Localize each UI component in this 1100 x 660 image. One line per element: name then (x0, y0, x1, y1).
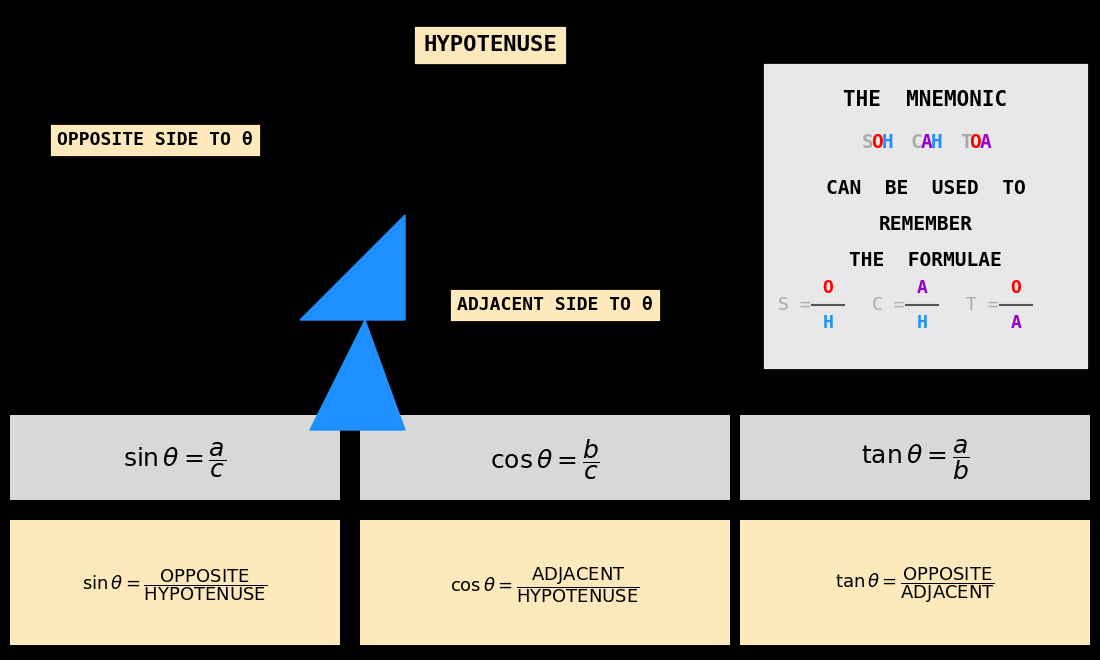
Text: T =: T = (966, 296, 999, 314)
Text: S: S (861, 133, 873, 152)
FancyBboxPatch shape (360, 415, 730, 500)
FancyBboxPatch shape (740, 415, 1090, 500)
Text: THE  FORMULAE: THE FORMULAE (849, 251, 1002, 269)
Text: A: A (1011, 314, 1022, 332)
Text: C: C (911, 133, 923, 152)
Text: C =: C = (872, 296, 904, 314)
FancyBboxPatch shape (740, 520, 1090, 645)
Polygon shape (310, 320, 405, 430)
Text: CAN  BE  USED  TO: CAN BE USED TO (826, 178, 1025, 197)
Text: H: H (916, 314, 927, 332)
Text: OPPOSITE SIDE TO θ: OPPOSITE SIDE TO θ (57, 131, 253, 149)
Polygon shape (300, 215, 405, 320)
FancyBboxPatch shape (762, 62, 1089, 370)
Text: T: T (960, 133, 971, 152)
Text: O: O (823, 279, 834, 297)
Text: ADJACENT SIDE TO θ: ADJACENT SIDE TO θ (458, 296, 653, 314)
Text: H: H (931, 133, 942, 152)
FancyBboxPatch shape (10, 415, 340, 500)
Text: O: O (969, 133, 981, 152)
Text: REMEMBER: REMEMBER (879, 216, 972, 234)
Text: $\cos\theta = \dfrac{b}{c}$: $\cos\theta = \dfrac{b}{c}$ (490, 438, 600, 482)
Text: A: A (921, 133, 933, 152)
FancyBboxPatch shape (360, 520, 730, 645)
Text: H: H (881, 133, 893, 152)
Text: $\tan\theta = \dfrac{\mathrm{OPPOSITE}}{\mathrm{ADJACENT}}$: $\tan\theta = \dfrac{\mathrm{OPPOSITE}}{… (835, 565, 994, 605)
Text: H: H (823, 314, 834, 332)
Text: HYPOTENUSE: HYPOTENUSE (424, 35, 557, 55)
Text: O: O (1011, 279, 1022, 297)
Text: A: A (916, 279, 927, 297)
Text: O: O (871, 133, 883, 152)
Text: S =: S = (778, 296, 811, 314)
Text: $\sin\theta = \dfrac{\mathrm{OPPOSITE}}{\mathrm{HYPOTENUSE}}$: $\sin\theta = \dfrac{\mathrm{OPPOSITE}}{… (82, 567, 267, 603)
FancyBboxPatch shape (10, 520, 340, 645)
Text: $\sin\theta = \dfrac{a}{c}$: $\sin\theta = \dfrac{a}{c}$ (123, 440, 227, 480)
Text: $\cos\theta = \dfrac{\mathrm{ADJACENT}}{\mathrm{HYPOTENUSE}}$: $\cos\theta = \dfrac{\mathrm{ADJACENT}}{… (450, 565, 640, 605)
Text: A: A (979, 133, 991, 152)
Text: THE  MNEMONIC: THE MNEMONIC (844, 90, 1008, 110)
Text: $\tan\theta = \dfrac{a}{b}$: $\tan\theta = \dfrac{a}{b}$ (860, 438, 969, 482)
